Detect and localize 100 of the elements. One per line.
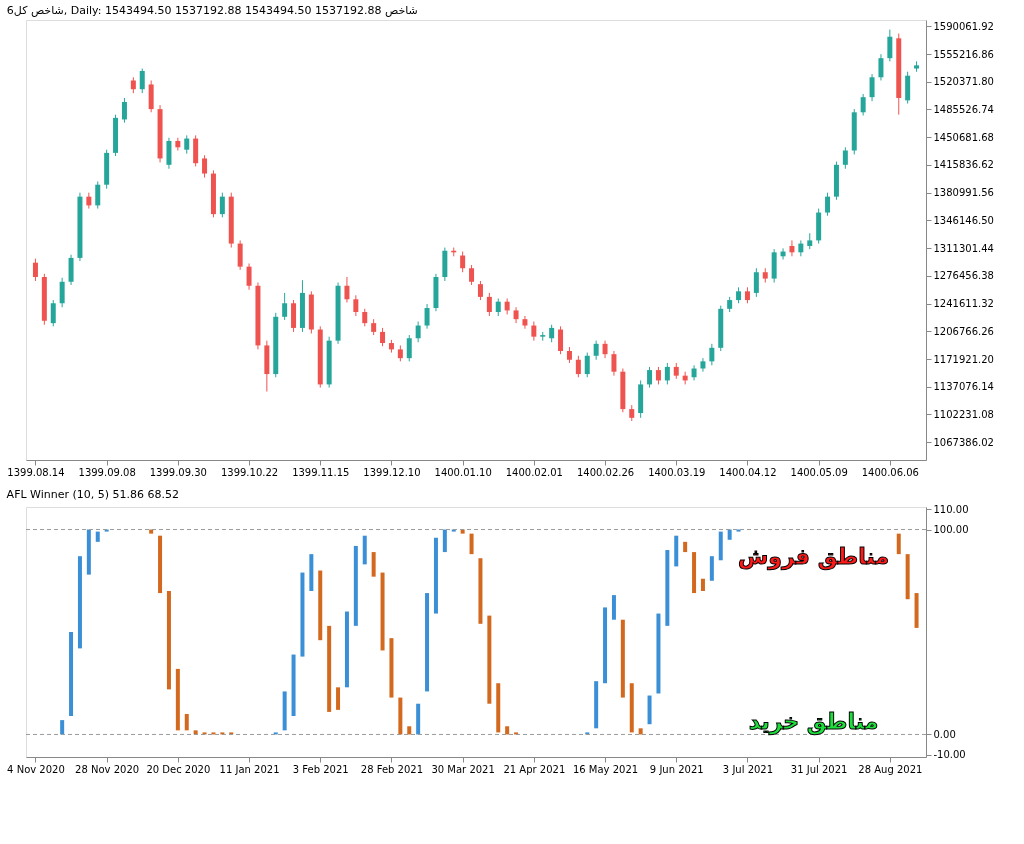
candlestick xyxy=(611,350,617,377)
candlestick xyxy=(664,362,670,385)
y-tick-label: 100.00 xyxy=(933,524,969,536)
y-tick-label: 1276456.38 xyxy=(933,270,994,282)
bar xyxy=(273,732,278,735)
candlestick xyxy=(380,327,386,347)
bar xyxy=(914,593,919,628)
bar xyxy=(175,668,180,731)
annotation: مناطق خرید xyxy=(748,709,879,735)
candlestick xyxy=(59,277,65,308)
y-tick-label: 1520371.80 xyxy=(933,76,994,88)
candlestick xyxy=(237,239,243,271)
candlestick xyxy=(593,340,599,361)
x-tick-label: 1399.12.10 xyxy=(363,466,421,478)
x-tick-label: 3 Feb 2021 xyxy=(292,763,349,775)
candlestick xyxy=(522,315,528,330)
y-tick-label: 1206766.26 xyxy=(933,325,994,337)
x-tick-label: 1399.11.15 xyxy=(292,466,350,478)
bar xyxy=(674,535,679,567)
bar xyxy=(149,529,154,534)
y-tick-label: 1137076.14 xyxy=(933,381,994,393)
x-tick-label: 11 Jan 2021 xyxy=(219,763,280,775)
bar xyxy=(905,554,910,600)
candlestick xyxy=(175,137,181,151)
y-tick-label: 1415836.62 xyxy=(933,159,994,171)
candlestick xyxy=(878,53,884,81)
candlestick xyxy=(789,239,795,257)
bar xyxy=(620,619,625,698)
x-tick-label: 28 Nov 2020 xyxy=(75,763,140,775)
x-tick-label: 21 Apr 2021 xyxy=(503,763,566,775)
y-tick-label: 110.00 xyxy=(933,503,969,515)
x-tick-label: 1400.05.09 xyxy=(790,466,848,478)
bar xyxy=(371,552,376,577)
y-tick-label: 1102231.08 xyxy=(933,408,994,420)
bar xyxy=(709,556,714,581)
bar xyxy=(700,578,705,592)
x-tick-label: 4 Nov 2020 xyxy=(7,763,65,775)
bar xyxy=(469,533,474,555)
bar xyxy=(683,541,688,553)
candlestick xyxy=(753,267,759,298)
x-tick-label: 1399.09.30 xyxy=(149,466,207,478)
bar xyxy=(318,570,323,641)
x-tick-label: 1399.09.08 xyxy=(78,466,136,478)
bar xyxy=(327,625,332,712)
y-tick-label: 1450681.68 xyxy=(933,131,994,143)
candlestick xyxy=(282,292,288,321)
x-tick-label: 1399.08.14 xyxy=(7,466,65,478)
x-tick-label: 1400.03.19 xyxy=(648,466,706,478)
bar xyxy=(736,529,741,532)
x-tick-label: 1399.10.22 xyxy=(220,466,279,478)
x-tick-label: 28 Feb 2021 xyxy=(360,763,424,775)
y-tick-label: 1590061.92 xyxy=(933,20,994,32)
candlestick xyxy=(486,292,492,317)
y-tick-label: 1485526.74 xyxy=(933,103,994,115)
bar xyxy=(166,591,171,690)
bar xyxy=(300,572,305,657)
bar xyxy=(896,533,901,555)
x-tick-label: 16 May 2021 xyxy=(572,763,639,775)
y-tick-label: 1311301.44 xyxy=(933,242,994,254)
bar xyxy=(433,537,438,614)
y-tick-label: -10.00 xyxy=(933,749,966,761)
bar xyxy=(718,531,723,561)
candlestick xyxy=(887,29,893,62)
bar xyxy=(425,593,430,692)
candlestick xyxy=(344,276,350,303)
candlestick xyxy=(95,181,101,210)
candlestick xyxy=(202,154,208,179)
bar xyxy=(291,654,296,717)
bar xyxy=(603,607,608,684)
bar xyxy=(727,529,732,540)
bar xyxy=(184,713,189,731)
candlestick xyxy=(139,68,145,94)
y-tick-label: 1346146.50 xyxy=(933,214,994,226)
y-tick-label: 1241611.32 xyxy=(933,298,994,310)
x-tick-label: 1400.02.01 xyxy=(505,466,563,478)
bar xyxy=(158,535,163,594)
bar xyxy=(95,531,100,542)
candlestick xyxy=(709,343,715,366)
candlestick xyxy=(575,355,581,378)
y-tick-label: 1067386.02 xyxy=(933,436,994,448)
candlestick xyxy=(246,262,252,291)
candlestick xyxy=(166,137,172,170)
bar xyxy=(336,687,341,710)
bar xyxy=(362,535,367,565)
bar xyxy=(496,683,501,733)
x-tick-label: 9 Jun 2021 xyxy=(649,763,704,775)
y-tick-label: 1555216.86 xyxy=(933,48,994,60)
candlestick xyxy=(558,325,564,355)
bar xyxy=(665,550,670,626)
bar xyxy=(77,556,82,649)
bar xyxy=(69,632,74,717)
candlestick xyxy=(647,366,653,389)
x-tick-label: 1400.02.26 xyxy=(576,466,635,478)
candlestick xyxy=(121,97,127,124)
candlestick xyxy=(700,357,706,373)
x-tick-label: 1400.04.12 xyxy=(719,466,777,478)
bar xyxy=(60,720,65,735)
candlestick xyxy=(860,93,866,116)
bar xyxy=(647,695,652,725)
candlestick xyxy=(68,254,74,286)
